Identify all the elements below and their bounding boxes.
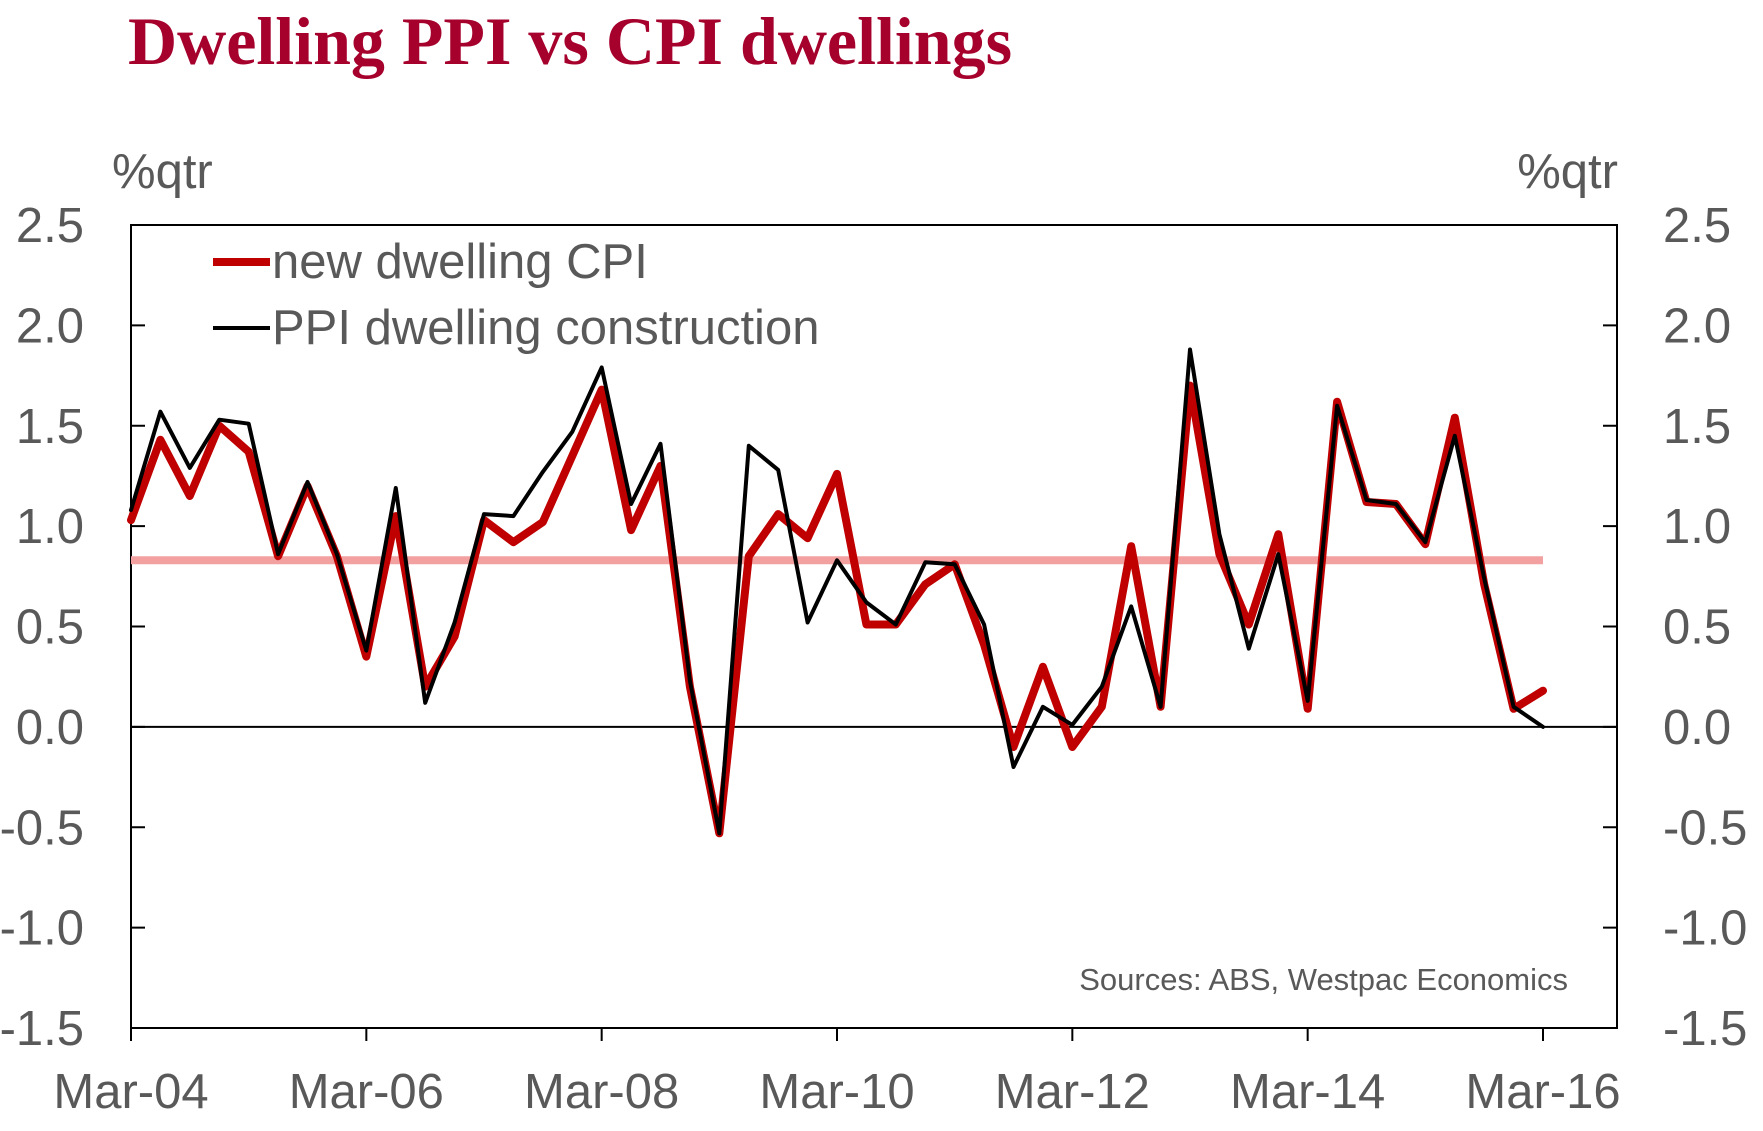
y-tick-label-left: -1.0 [0, 902, 84, 956]
y-tick-label-right: 0.0 [1663, 701, 1731, 755]
series-line-new-dwelling-cpi [127, 381, 1547, 838]
legend: new dwelling CPI PPI dwelling constructi… [213, 235, 819, 355]
y-tick-label-right: -0.5 [1663, 801, 1747, 855]
y-tick-label-left: 1.0 [16, 500, 84, 554]
y-tick-label-right: 2.5 [1663, 199, 1731, 253]
y-tick-label-left: 2.5 [16, 199, 84, 253]
x-tick-label: Mar-10 [759, 1065, 914, 1119]
series-line-ppi-dwelling-construction [129, 347, 1545, 836]
x-tick-label: Mar-16 [1465, 1065, 1620, 1119]
y-tick-label-left: 2.0 [16, 299, 84, 353]
y-tick-label-left: 0.0 [16, 701, 84, 755]
source-note: Sources: ABS, Westpac Economics [1079, 962, 1568, 997]
y-tick-label-right: -1.0 [1663, 902, 1747, 956]
legend-label-ppi: PPI dwelling construction [272, 301, 819, 355]
x-tick-label: Mar-04 [53, 1065, 208, 1119]
x-tick-label: Mar-14 [1230, 1065, 1385, 1119]
chart-title: Dwelling PPI vs CPI dwellings [128, 3, 1013, 79]
x-tick-label: Mar-06 [289, 1065, 444, 1119]
y-tick-label-left: 1.5 [16, 400, 84, 454]
y-tick-label-right: 2.0 [1663, 299, 1731, 353]
y-tick-label-left: 0.5 [16, 601, 84, 655]
legend-label-cpi: new dwelling CPI [272, 235, 648, 289]
y-tick-label-left: -1.5 [0, 1002, 84, 1056]
y-tick-label-left: -0.5 [0, 801, 84, 855]
x-tick-label: Mar-08 [524, 1065, 679, 1119]
x-tick-label: Mar-12 [995, 1065, 1150, 1119]
y-tick-label-right: 1.0 [1663, 500, 1731, 554]
y-tick-label-right: 0.5 [1663, 601, 1731, 655]
y-tick-label-right: 1.5 [1663, 400, 1731, 454]
y-axis-unit-right: %qtr [1517, 145, 1618, 199]
y-tick-label-right: -1.5 [1663, 1002, 1747, 1056]
y-axis-unit-left: %qtr [112, 145, 213, 199]
